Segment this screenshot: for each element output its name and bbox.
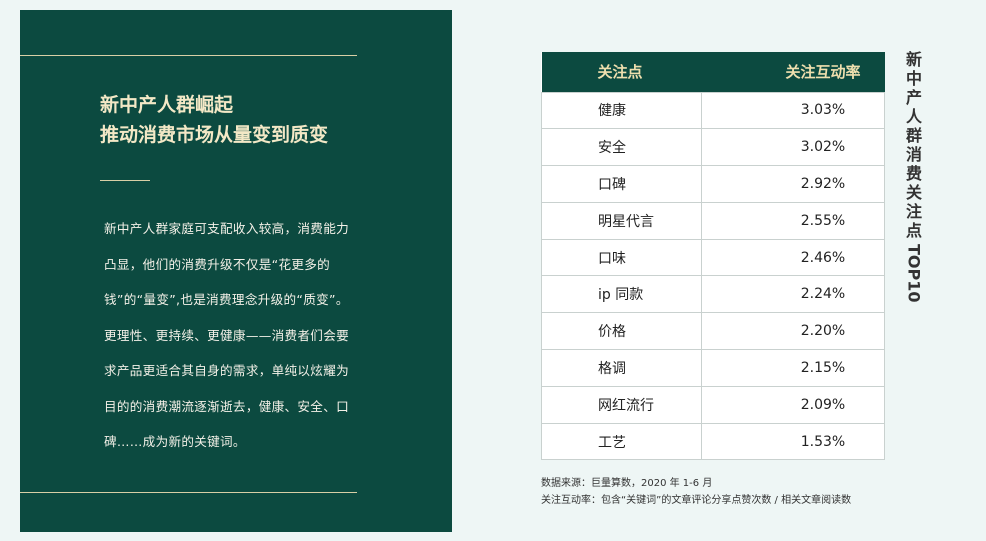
panel-body: 新中产人群家庭可支配收入较高，消费能力凸显，他们的消费升级不仅是“花更多的钱”的… bbox=[104, 221, 349, 449]
table-row: 网红流行 2.09% bbox=[541, 385, 885, 424]
table-row: 工艺 1.53% bbox=[541, 422, 885, 461]
attention-point: ip 同款 bbox=[541, 275, 702, 314]
table-row: ip 同款 2.24% bbox=[541, 275, 885, 314]
attention-point: 健康 bbox=[541, 91, 702, 130]
attention-point: 口味 bbox=[541, 238, 702, 277]
table-row: 健康 3.03% bbox=[541, 91, 885, 130]
table-row: 口味 2.46% bbox=[541, 238, 885, 277]
title-line-1: 新中产人群崛起 bbox=[100, 94, 234, 116]
interaction-rate: 3.02% bbox=[701, 128, 885, 167]
definition-note: 关注互动率：包含“关键词”的文章评论分享点赞次数 / 相关文章阅读数 bbox=[541, 495, 852, 506]
attention-point: 价格 bbox=[541, 312, 702, 351]
left-panel: 新中产人群崛起 推动消费市场从量变到质变 新中产人群家庭可支配收入较高，消费能力… bbox=[20, 10, 452, 532]
header-interaction-rate: 关注互动率 bbox=[701, 52, 885, 92]
side-title-latin: TOP10 bbox=[904, 244, 924, 303]
source-note: 数据来源：巨量算数，2020 年 1-6 月 bbox=[541, 478, 713, 489]
interaction-rate: 2.55% bbox=[701, 201, 885, 240]
interaction-rate: 3.03% bbox=[701, 91, 885, 130]
interaction-rate: 2.24% bbox=[701, 275, 885, 314]
table-row: 价格 2.20% bbox=[541, 312, 885, 351]
divider-bottom bbox=[20, 492, 357, 493]
attention-point: 安全 bbox=[541, 128, 702, 167]
interaction-rate: 2.92% bbox=[701, 165, 885, 203]
attention-table: 关注点 关注互动率 健康 3.03% 安全 3.02% 口碑 2.92% 明星代言 2.55%… bbox=[541, 52, 885, 461]
side-title: 新中产人群消费关注点 TOP10 bbox=[904, 50, 924, 307]
table-row: 口碑 2.92% bbox=[541, 165, 885, 203]
interaction-rate: 1.53% bbox=[701, 422, 885, 461]
table-row: 安全 3.02% bbox=[541, 128, 885, 167]
divider-top bbox=[20, 55, 357, 56]
table-row: 格调 2.15% bbox=[541, 349, 885, 387]
divider-short bbox=[100, 180, 150, 181]
attention-point: 工艺 bbox=[541, 422, 702, 461]
attention-point: 明星代言 bbox=[541, 201, 702, 240]
attention-point: 格调 bbox=[541, 349, 702, 387]
interaction-rate: 2.20% bbox=[701, 312, 885, 351]
header-attention-point: 关注点 bbox=[541, 52, 702, 92]
title-line-2: 推动消费市场从量变到质变 bbox=[100, 124, 329, 146]
interaction-rate: 2.09% bbox=[701, 385, 885, 424]
table-row: 明星代言 2.55% bbox=[541, 201, 885, 240]
attention-point: 口碑 bbox=[541, 165, 702, 203]
table-header: 关注点 关注互动率 bbox=[541, 52, 885, 92]
interaction-rate: 2.15% bbox=[701, 349, 885, 387]
panel-title: 新中产人群崛起 推动消费市场从量变到质变 bbox=[100, 90, 328, 150]
attention-point: 网红流行 bbox=[541, 385, 702, 424]
side-title-cjk: 新中产人群消费关注点 bbox=[905, 50, 922, 240]
interaction-rate: 2.46% bbox=[701, 238, 885, 277]
